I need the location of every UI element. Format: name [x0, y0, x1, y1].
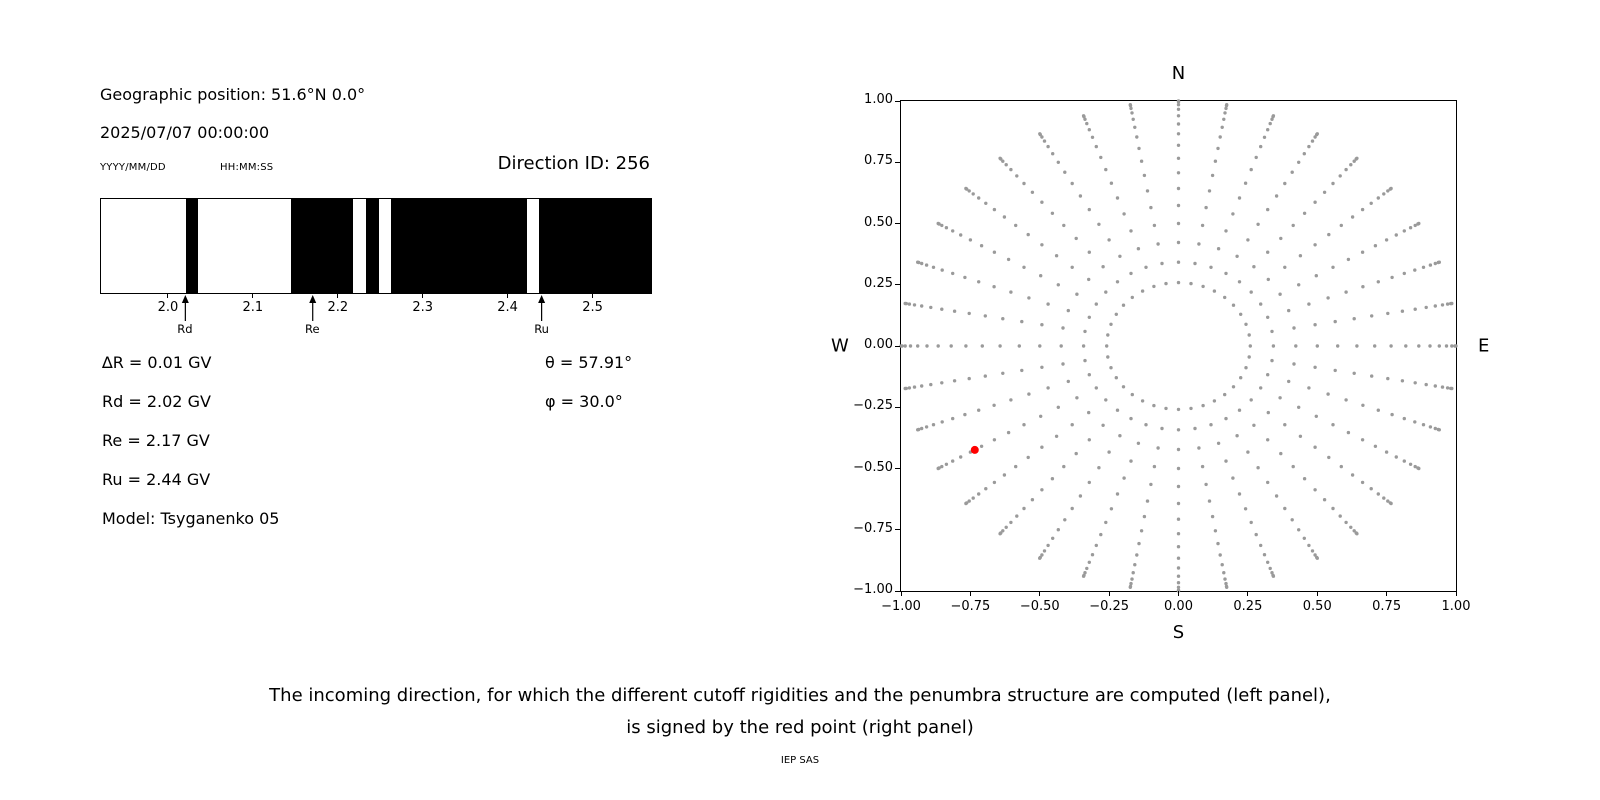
- scatter-y-tick: [895, 223, 900, 224]
- penumbra-x-tick-label: 2.5: [582, 300, 603, 315]
- scatter-y-tick: [895, 590, 900, 592]
- selected-direction-point: [970, 445, 979, 454]
- scatter-x-tick-label: 0.50: [1302, 599, 1332, 614]
- geographic-position-label: Geographic position: 51.6°N 0.0°: [100, 85, 366, 104]
- penumbra-x-tick: [167, 294, 169, 298]
- cutoff-marker-re: Re: [305, 295, 320, 336]
- cutoff-marker-rd: Rd: [177, 295, 193, 336]
- re-value: Re = 2.17 GV: [102, 431, 210, 450]
- cutoff-marker-ru: Ru: [534, 295, 549, 336]
- scatter-y-tick-label: −0.25: [853, 398, 893, 414]
- penumbra-bar-chart: [100, 198, 652, 294]
- penumbra-x-tick-label: 2.3: [412, 300, 434, 315]
- compass-west-label: W: [831, 335, 849, 357]
- scatter-x-tick: [1178, 591, 1179, 596]
- scatter-x-tick-label: −0.25: [1089, 599, 1130, 614]
- compass-east-label: E: [1478, 335, 1490, 357]
- scatter-x-tick-label: −0.50: [1019, 599, 1060, 614]
- penumbra-x-tick-label: 2.0: [157, 300, 179, 315]
- scatter-y-tick: [895, 529, 900, 531]
- direction-id-label: Direction ID: 256: [497, 153, 650, 174]
- scatter-x-tick-label: 0.25: [1233, 599, 1263, 614]
- caption-line-2: is signed by the red point (right panel): [626, 717, 974, 738]
- penumbra-forbidden-band: [290, 199, 354, 293]
- scatter-x-tick-label: 0.00: [1164, 599, 1193, 614]
- penumbra-forbidden-band: [539, 199, 651, 293]
- penumbra-x-tick-label: 2.2: [327, 300, 349, 315]
- scatter-y-tick: [895, 406, 900, 408]
- rd-value: Rd = 2.02 GV: [102, 392, 211, 411]
- penumbra-x-tick: [337, 294, 339, 298]
- scatter-x-tick: [1316, 591, 1318, 596]
- scatter-x-tick: [1247, 591, 1249, 596]
- penumbra-x-tick: [507, 294, 509, 298]
- caption-line-1: The incoming direction, for which the di…: [269, 685, 1331, 706]
- scatter-x-tick-label: 0.75: [1372, 599, 1402, 614]
- up-arrow-icon: [308, 295, 316, 321]
- penumbra-forbidden-band: [365, 199, 379, 293]
- penumbra-x-tick: [592, 294, 594, 298]
- scatter-y-tick-label: 0.50: [864, 214, 893, 230]
- scatter-dots: [899, 99, 1458, 593]
- scatter-y-tick-label: −0.75: [853, 520, 893, 536]
- scatter-x-tick-label: −0.75: [950, 599, 991, 614]
- scatter-x-tick: [900, 591, 902, 596]
- scatter-y-tick-label: −0.50: [853, 459, 893, 475]
- date-format-hint: YYYY/MM/DD: [100, 162, 166, 173]
- penumbra-forbidden-band: [391, 199, 527, 293]
- datetime-label: 2025/07/07 00:00:00: [100, 123, 270, 142]
- compass-south-label: S: [1172, 622, 1185, 643]
- penumbra-panel: Geographic position: 51.6°N 0.0° 2025/07…: [100, 85, 652, 665]
- up-arrow-icon: [538, 295, 546, 321]
- scatter-x-tick: [969, 591, 971, 596]
- cutoff-marker-label: Ru: [534, 322, 549, 336]
- delta-r-value: ∆R = 0.01 GV: [102, 353, 212, 372]
- scatter-y-tick: [895, 100, 900, 102]
- penumbra-forbidden-band: [185, 199, 199, 293]
- phi-value: φ = 30.0°: [545, 392, 623, 411]
- scatter-y-tick: [895, 161, 900, 163]
- model-label: Model: Tsyganenko 05: [102, 509, 280, 528]
- scatter-y-tick-label: 0.00: [864, 337, 893, 352]
- ru-value: Ru = 2.44 GV: [102, 470, 211, 489]
- scatter-x-tick: [1039, 591, 1041, 596]
- credit-label: IEP SAS: [780, 755, 820, 766]
- time-format-hint: HH:MM:SS: [220, 162, 274, 173]
- scatter-y-tick: [895, 284, 900, 286]
- scatter-y-tick-label: 1.00: [864, 92, 893, 107]
- penumbra-x-tick-label: 2.1: [242, 300, 264, 315]
- scatter-y-tick-label: −1.00: [853, 582, 893, 597]
- penumbra-x-tick: [422, 294, 424, 298]
- theta-value: θ = 57.91°: [545, 353, 633, 372]
- scatter-x-tick-label: −1.00: [881, 599, 921, 614]
- scatter-y-tick-label: 0.75: [864, 153, 893, 169]
- direction-scatter-plot: N S W E −1.00 −0.75 −0.50 −0.25 0.00 0.25 0.50…: [831, 63, 1489, 643]
- cutoff-marker-label: Rd: [177, 322, 193, 336]
- scatter-x-tick: [1386, 591, 1388, 596]
- scatter-x-tick: [1455, 591, 1457, 596]
- cutoff-marker-label: Re: [305, 322, 320, 336]
- scatter-y-tick: [895, 345, 900, 347]
- scatter-x-tick-label: 1.00: [1441, 599, 1471, 614]
- penumbra-x-tick-label: 2.4: [497, 300, 518, 315]
- penumbra-axis: 2.0 2.1 2.2 2.3 2.4 2.5 Rd Re Ru: [100, 294, 652, 374]
- scatter-y-tick-label: 0.25: [864, 275, 893, 291]
- scatter-y-tick: [895, 468, 900, 469]
- scatter-x-tick: [1108, 591, 1110, 596]
- up-arrow-icon: [181, 295, 189, 321]
- compass-north-label: N: [1171, 63, 1186, 84]
- penumbra-x-tick: [252, 294, 254, 298]
